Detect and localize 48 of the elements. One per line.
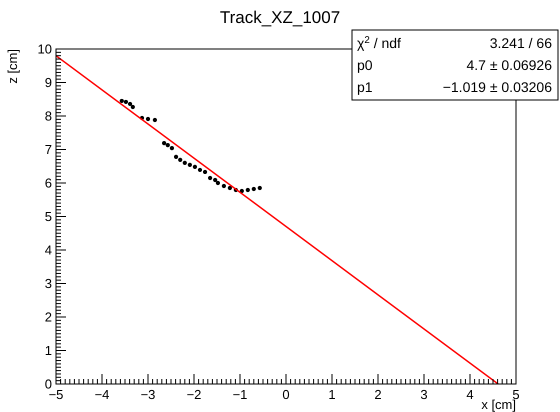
x-tick-label: −2 [186,387,202,402]
point [182,160,187,166]
x-tick-label: 3 [420,387,428,402]
point [222,184,226,188]
point [124,100,128,104]
x-tick-label: 1 [328,387,336,402]
point [188,162,192,168]
point [130,104,135,110]
point [216,180,220,186]
y-axis-title: z [cm] [5,49,20,84]
x-tick-label: −1 [232,387,248,402]
y-tick-label: 1 [44,343,52,358]
point [246,188,250,192]
point [146,116,150,122]
point [174,154,178,159]
point [178,158,182,162]
point [166,143,170,148]
text: p1 −1.019 ± 0.03206 [357,79,552,95]
y-tick-label: 5 [44,209,52,224]
point [198,168,202,172]
y-tick-label: 6 [44,176,52,190]
chart-title: Track_XZ_1007 [220,8,340,27]
point [128,102,132,106]
point [202,170,208,174]
y-tick-label: 10 [38,42,52,56]
point [152,118,158,122]
point [228,186,232,190]
point [120,98,124,104]
text: p0 4.7 ± 0.06926 [357,57,552,73]
point [162,141,166,146]
x-tick-label: 0 [282,387,290,402]
y-tick-label: 8 [44,108,52,124]
y-tick-label: 2 [44,310,52,324]
point [192,164,198,170]
x-tick-label: 4 [466,387,474,402]
point [258,186,262,190]
point [213,178,218,182]
x-tick-label: 2 [374,387,382,402]
point [252,186,256,192]
x-tick-label: −3 [140,387,156,402]
y-tick-label: 9 [44,75,52,90]
y-tick-label: 4 [44,242,52,258]
y-tick-label: 3 [44,276,52,291]
point [170,146,174,150]
x-tick-label: −4 [94,387,110,402]
y-tick-label: 7 [44,142,52,157]
point [208,176,212,180]
text: χ$^{2}$ / ndf 3.241 / 66 [357,34,552,51]
